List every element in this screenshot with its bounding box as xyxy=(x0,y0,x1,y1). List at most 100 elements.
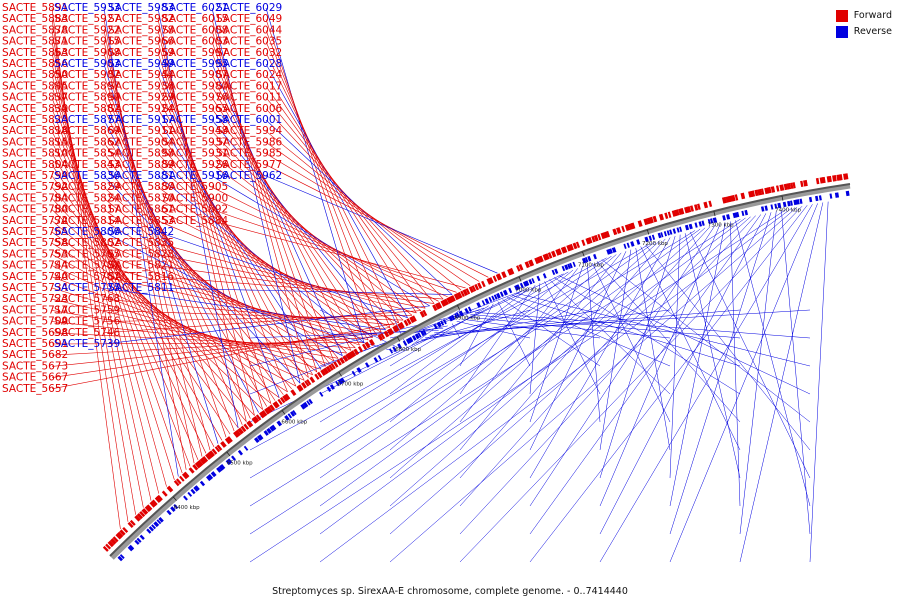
forward-gene xyxy=(188,467,195,474)
gene-label: SACTE_5890 xyxy=(54,92,120,104)
leader-line xyxy=(103,265,369,341)
forward-gene xyxy=(689,205,694,212)
leader-line xyxy=(103,63,219,444)
forward-gene xyxy=(734,194,739,201)
gene-label: SACTE_5905 xyxy=(162,181,228,193)
forward-gene xyxy=(545,253,550,260)
forward-gene xyxy=(339,357,345,364)
reverse-leader xyxy=(319,271,569,423)
tick-mark xyxy=(396,336,401,342)
gene-label: SACTE_5768 xyxy=(54,293,120,305)
gene-label: SACTE_5717 xyxy=(2,304,68,316)
reverse-gene xyxy=(284,415,290,421)
reverse-leader xyxy=(249,309,480,367)
reverse-gene xyxy=(484,298,490,304)
forward-gene xyxy=(325,365,332,373)
forward-gene xyxy=(694,204,699,211)
gene-label: SACTE_5758 xyxy=(2,237,68,249)
leader-line xyxy=(211,52,335,362)
forward-gene xyxy=(202,455,209,463)
leader-line xyxy=(211,86,360,346)
gene-label: SACTE_5802 xyxy=(54,237,120,249)
reverse-gene xyxy=(300,403,306,410)
forward-gene xyxy=(290,389,297,397)
forward-gene xyxy=(597,233,602,241)
leader-line xyxy=(157,186,373,338)
leader-line xyxy=(265,164,489,278)
reverse-gene xyxy=(408,336,414,343)
gene-label: SACTE_5870 xyxy=(108,192,174,204)
reverse-gene xyxy=(158,516,164,523)
forward-gene xyxy=(151,499,158,506)
forward-gene xyxy=(353,348,360,356)
reverse-leader xyxy=(249,290,522,395)
chromosome-axis xyxy=(109,183,851,557)
reverse-gene xyxy=(676,227,680,233)
forward-gene xyxy=(832,175,837,182)
forward-gene xyxy=(115,533,122,540)
reverse-leader xyxy=(459,226,711,507)
gene-label: SACTE_5959 xyxy=(108,47,174,59)
gene-label: SACTE_5709 xyxy=(2,316,68,328)
reverse-leader xyxy=(465,316,671,339)
forward-gene xyxy=(264,408,270,415)
reverse-gene xyxy=(672,228,677,234)
reverse-leader xyxy=(249,309,399,353)
forward-gene xyxy=(637,220,643,227)
reverse-gene xyxy=(190,488,196,495)
reverse-gene xyxy=(183,495,188,501)
reverse-gene xyxy=(587,255,592,262)
reverse-gene xyxy=(151,524,156,530)
tick-mark xyxy=(226,451,231,457)
forward-gene xyxy=(328,364,334,371)
tick-label: 6700 kbp xyxy=(337,382,363,388)
forward-gene xyxy=(462,289,469,296)
gene-label: SACTE_5884 xyxy=(162,215,229,227)
tick-label: 6800 kbp xyxy=(395,347,421,353)
leader-line xyxy=(103,254,360,346)
gene-label: SACTE_5843 xyxy=(54,159,120,171)
forward-gene xyxy=(196,459,204,467)
leader-line xyxy=(51,52,152,501)
forward-gene xyxy=(646,217,652,225)
reverse-leader xyxy=(739,211,777,535)
forward-gene xyxy=(731,194,736,202)
gene-label: SACTE_5965 xyxy=(162,103,228,115)
tick-mark xyxy=(582,251,585,257)
forward-gene xyxy=(667,211,672,218)
gene-label: SACTE_5759 xyxy=(54,304,120,316)
forward-gene xyxy=(129,519,136,526)
gene-label: SACTE_5949 xyxy=(108,58,174,70)
forward-gene xyxy=(680,207,685,215)
reverse-gene xyxy=(119,554,125,559)
reverse-gene xyxy=(329,384,335,390)
reverse-leader xyxy=(735,220,811,507)
reverse-gene xyxy=(764,205,768,211)
gene-label: SACTE_5765 xyxy=(2,226,68,238)
reverse-gene xyxy=(308,398,313,405)
reverse-gene xyxy=(834,192,840,198)
leader-line xyxy=(103,19,187,470)
reverse-gene xyxy=(688,223,693,230)
gene-label: SACTE_5891 xyxy=(2,2,68,14)
gene-label: SACTE_5878 xyxy=(2,24,68,36)
reverse-gene xyxy=(516,284,521,290)
forward-gene xyxy=(516,265,521,272)
leader-line xyxy=(157,52,272,404)
forward-gene xyxy=(277,398,283,406)
reverse-gene xyxy=(377,354,382,361)
reverse-gene xyxy=(698,221,703,227)
reverse-leader xyxy=(529,237,671,479)
leader-line xyxy=(211,198,448,298)
reverse-gene xyxy=(542,273,547,279)
reverse-gene xyxy=(117,555,123,562)
leader-line xyxy=(265,175,498,274)
gene-label: SACTE_5933 xyxy=(54,2,120,14)
forward-gene xyxy=(766,186,772,194)
forward-gene xyxy=(350,350,357,358)
leader-line xyxy=(265,7,365,343)
forward-gene xyxy=(368,338,375,346)
reverse-leader xyxy=(529,283,541,395)
forward-gene xyxy=(205,453,212,461)
reverse-gene xyxy=(564,264,569,271)
